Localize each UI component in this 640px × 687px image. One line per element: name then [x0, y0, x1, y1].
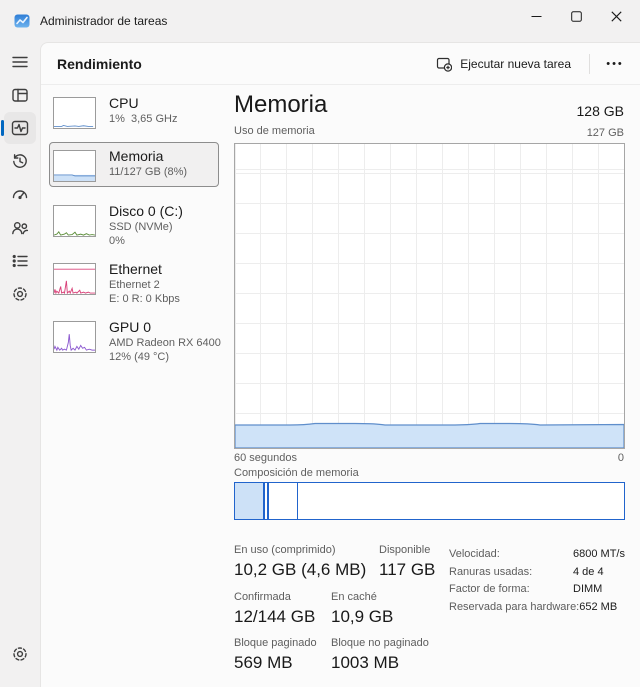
- selected-indicator: [1, 120, 4, 136]
- processes-icon: [12, 88, 28, 102]
- sidebar-item-memory[interactable]: Memoria 11/127 GB (8%): [49, 142, 219, 187]
- memory-usage-chart[interactable]: [234, 143, 625, 449]
- nav-processes[interactable]: [4, 79, 36, 111]
- stat-cached: En caché 10,9 GB: [331, 591, 394, 626]
- sidebar-item-cpu[interactable]: CPU 1% 3,65 GHz: [49, 89, 219, 134]
- sidebar-item-title: Memoria: [109, 148, 164, 164]
- titlebar: Administrador de tareas: [0, 0, 640, 42]
- composition-segment-in-use[interactable]: [235, 483, 265, 519]
- gpu-sparkline: [54, 334, 95, 352]
- nav-users[interactable]: [4, 212, 36, 244]
- memory-composition-bar: [234, 482, 625, 520]
- window-title: Administrador de tareas: [40, 14, 168, 28]
- sidebar-item-sub: Ethernet 2: [109, 279, 160, 291]
- run-new-task-label: Ejecutar nueva tarea: [460, 57, 571, 71]
- maximize-button[interactable]: [556, 2, 596, 30]
- hamburger-icon: [12, 56, 28, 68]
- performance-icon: [11, 120, 29, 136]
- memory-sparkline: [54, 174, 95, 181]
- close-button[interactable]: [596, 2, 636, 30]
- detail-hardware-reserved: Reservada para hardware: 652 MB: [449, 600, 618, 613]
- composition-segment-modified[interactable]: [265, 483, 269, 519]
- nav-app-history[interactable]: [4, 145, 36, 177]
- settings-icon: [13, 647, 27, 661]
- minimize-button[interactable]: [516, 2, 556, 30]
- new-task-icon: [437, 57, 453, 72]
- memory-thumbnail: [53, 150, 96, 182]
- stat-nonpaged-pool: Bloque no paginado 1003 MB: [331, 637, 429, 672]
- close-icon: [610, 10, 622, 22]
- startup-apps-icon: [12, 190, 28, 200]
- header-divider: [589, 54, 590, 74]
- task-manager-icon: [14, 14, 30, 28]
- sidebar-item-sub: 1% 3,65 GHz: [109, 113, 178, 125]
- cpu-thumbnail: [53, 97, 96, 129]
- hardware-details: Velocidad: 6800 MT/s Ranuras usadas: 4 d…: [449, 546, 625, 616]
- sidebar-item-title: CPU: [109, 95, 139, 111]
- memory-usage-area: [235, 422, 624, 448]
- header-actions: Ejecutar nueva tarea •••: [426, 48, 632, 80]
- sidebar-item-title: Ethernet: [109, 261, 162, 277]
- chart-x-left: 60 segundos: [234, 452, 297, 464]
- minimize-icon: [531, 15, 541, 17]
- nav-performance[interactable]: [4, 112, 36, 144]
- nav-details[interactable]: [4, 245, 36, 277]
- sidebar-item-sub: SSD (NVMe): [109, 221, 173, 233]
- sidebar-item-sub: E: 0 R: 0 Kbps: [109, 293, 180, 305]
- chart-x-right: 0: [617, 452, 624, 464]
- app-history-icon: [13, 154, 27, 168]
- composition-segment-free[interactable]: [298, 483, 624, 519]
- detail-form-factor: Factor de forma: DIMM: [449, 583, 603, 595]
- ethernet-thumbnail: [53, 263, 96, 295]
- sidebar-item-title: Disco 0 (C:): [109, 203, 183, 219]
- sidebar-item-sub: 0%: [109, 235, 125, 247]
- usage-chart-label: Uso de memoria: [234, 125, 315, 137]
- more-options-button[interactable]: •••: [598, 49, 632, 79]
- panel-header: Rendimiento Ejecutar nueva tarea •••: [41, 43, 640, 85]
- disk-thumbnail: [53, 205, 96, 237]
- services-icon: [13, 287, 27, 301]
- stat-committed: Confirmada 12/144 GB: [234, 591, 316, 626]
- stat-available: Disponible 117 GB: [379, 544, 436, 579]
- stat-in-use: En uso (comprimido) 10,2 GB (4,6 MB): [234, 544, 367, 579]
- users-icon: [12, 221, 29, 235]
- cpu-sparkline: [54, 124, 94, 127]
- sidebar-item-sub: 12% (49 °C): [109, 351, 170, 363]
- sidebar-item-ethernet[interactable]: Ethernet Ethernet 2 E: 0 R: 0 Kbps: [49, 255, 219, 311]
- detail-slots: Ranuras usadas: 4 de 4: [449, 565, 604, 578]
- sidebar-item-gpu[interactable]: GPU 0 AMD Radeon RX 6400 12% (49 °C): [49, 313, 221, 369]
- nav-startup-apps[interactable]: [4, 178, 36, 210]
- sidebar-item-sub: 11/127 GB (8%): [109, 166, 188, 178]
- memory-capacity: 128 GB: [576, 103, 624, 119]
- sidebar-item-title: GPU 0: [109, 319, 152, 335]
- memory-title: Memoria: [234, 91, 328, 118]
- nav-services[interactable]: [4, 278, 36, 310]
- details-icon: [12, 254, 28, 268]
- usage-chart-max: 127 GB: [586, 127, 624, 139]
- settings-button[interactable]: [4, 638, 36, 670]
- menu-button[interactable]: [4, 46, 36, 78]
- detail-speed: Velocidad: 6800 MT/s: [449, 548, 625, 560]
- composition-segment-standby[interactable]: [269, 483, 298, 519]
- gpu-thumbnail: [53, 321, 96, 353]
- sidebar-item-sub: AMD Radeon RX 6400: [109, 337, 221, 349]
- run-new-task-button[interactable]: Ejecutar nueva tarea: [426, 49, 581, 79]
- page-title: Rendimiento: [57, 56, 142, 72]
- sidebar-item-disk[interactable]: Disco 0 (C:) SSD (NVMe) 0%: [49, 197, 219, 253]
- content-panel: Rendimiento Ejecutar nueva tarea •••: [40, 42, 640, 687]
- stat-paged-pool: Bloque paginado 569 MB: [234, 637, 317, 672]
- disk-sparkline: [54, 230, 95, 236]
- nav-rail: [0, 42, 40, 687]
- ethernet-sparkline: [54, 268, 95, 294]
- window-controls: [516, 2, 636, 30]
- composition-label: Composición de memoria: [234, 467, 359, 479]
- maximize-icon: [570, 10, 582, 22]
